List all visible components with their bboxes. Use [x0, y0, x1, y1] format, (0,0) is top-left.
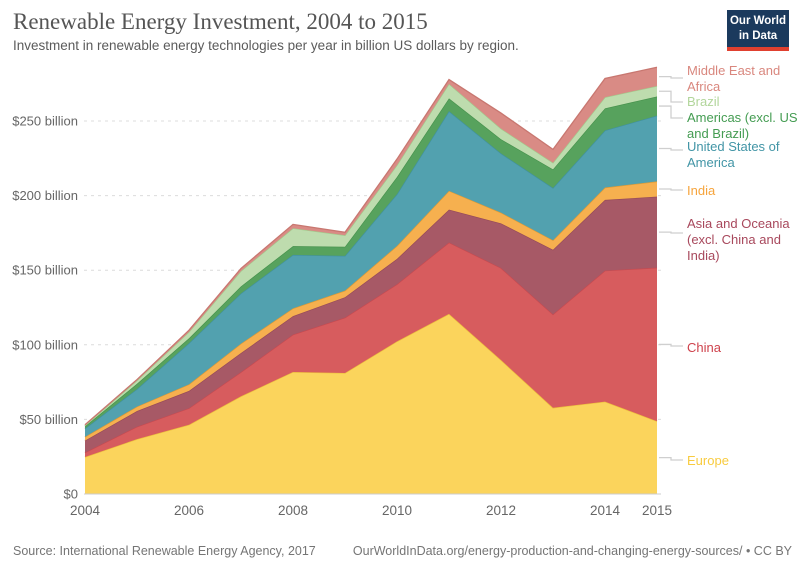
chart-footer: Source: International Renewable Energy A… [13, 543, 792, 559]
leader-line-united-states-of-america [659, 147, 683, 151]
legend-label-united-states-of-america[interactable]: United States of America [687, 139, 780, 170]
footer-right: OurWorldInData.org/energy-production-and… [353, 543, 792, 559]
license-note: • CC BY [745, 544, 792, 558]
chart-subtitle: Investment in renewable energy technolog… [13, 38, 519, 53]
legend-label-middle-east-and-africa[interactable]: Middle East and Africa [687, 63, 781, 94]
legend-label-india[interactable]: India [687, 183, 716, 198]
x-axis-label: 2015 [642, 503, 672, 518]
y-axis-label: $150 billion [12, 263, 78, 278]
leader-line-asia-and-oceania-excl-china-and-india [659, 231, 683, 234]
area-middle-east-and-africa[interactable] [85, 67, 657, 426]
area-americas-excl-us-and-brazil[interactable] [85, 96, 657, 429]
leader-line-europe [659, 456, 683, 461]
x-axis-label: 2006 [174, 503, 204, 518]
area-asia-and-oceania-excl-china-and-india[interactable] [85, 196, 657, 453]
legend-label-asia-and-oceania-excl-china-and-india[interactable]: Asia and Oceania (excl. China and India) [687, 216, 790, 263]
y-axis-label: $50 billion [19, 412, 78, 427]
leader-line-china [659, 343, 683, 347]
x-axis-label: 2014 [590, 503, 621, 518]
chart-canvas: $0 $50 billion $100 billion $150 billion $20… [12, 66, 683, 518]
legend-label-americas-excl-us-and-brazil[interactable]: Americas (excl. US and Brazil) [687, 110, 798, 141]
x-axis-label: 2008 [278, 503, 308, 518]
y-axis-label: $0 [64, 487, 78, 502]
source-note: Source: International Renewable Energy A… [13, 544, 316, 558]
legend-label-europe[interactable]: Europe [687, 453, 729, 468]
y-axis-label: $100 billion [12, 337, 78, 352]
leader-line-americas-excl-us-and-brazil [659, 105, 683, 119]
area-edge-middle-east-and-africa [84, 66, 658, 426]
y-axis-label: $250 billion [12, 114, 78, 129]
leader-line-brazil [659, 90, 683, 103]
area-europe[interactable] [85, 313, 657, 494]
leader-line-middle-east-and-africa [659, 75, 683, 79]
owid-logo-line1: Our World [729, 15, 786, 27]
area-united-states-of-america[interactable] [85, 111, 657, 437]
x-axis-label: 2010 [382, 503, 412, 518]
legend-label-brazil[interactable]: Brazil [687, 94, 720, 109]
owid-logo[interactable]: Our World in Data [727, 10, 789, 51]
x-axis-label: 2012 [486, 503, 516, 518]
area-china[interactable] [85, 242, 657, 457]
y-axis-label: $200 billion [12, 188, 78, 203]
owid-link[interactable]: OurWorldInData.org/energy-production-and… [352, 544, 743, 558]
legend-label-china[interactable]: China [687, 340, 721, 355]
leader-line-india [659, 188, 683, 191]
x-axis-label: 2004 [70, 503, 101, 518]
owid-logo-line2: in Data [738, 29, 778, 42]
page-title: Renewable Energy Investment, 2004 to 201… [13, 9, 428, 34]
